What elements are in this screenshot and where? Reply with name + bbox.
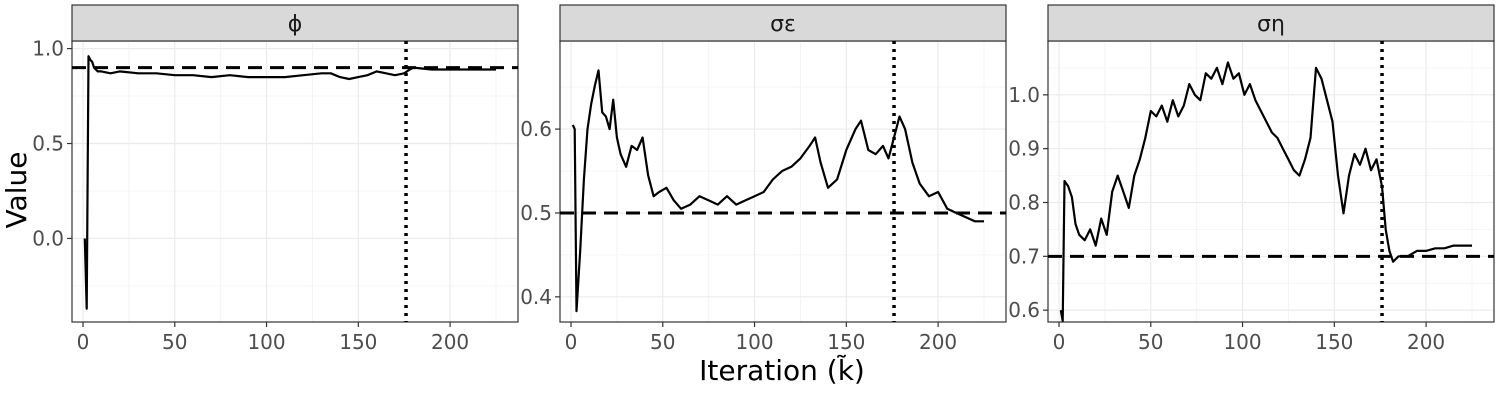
facet-strip-label: ϕ (288, 12, 303, 37)
y-tick-label: 0.5 (32, 132, 64, 156)
y-tick-label: 0.5 (520, 201, 552, 225)
y-axis-title: Value (0, 152, 33, 229)
y-tick-label: 0.0 (32, 226, 64, 250)
y-tick-label: 0.9 (1008, 137, 1040, 161)
facet-strip (71, 4, 519, 42)
x-tick-label: 0 (1053, 330, 1066, 354)
series-line (83, 55, 496, 310)
panel-border (71, 40, 519, 323)
panels: ϕ 0 50 100 150 200 0.0 0.5 1.0 σε 0 50 100 150 200 0.4 0… (32, 4, 1495, 354)
y-tick-label: 0.6 (1008, 298, 1040, 322)
panel-border (559, 40, 1007, 323)
x-tick-label: 150 (339, 330, 377, 354)
y-tick-label: 1.0 (1008, 83, 1040, 107)
x-tick-label: 50 (650, 330, 675, 354)
x-axis-title: Iteration (k̃) (699, 354, 865, 387)
y-tick-label: 0.8 (1008, 190, 1040, 214)
panel-3: ση 0 50 100 150 200 0.6 0.7 0.8 0.9 1.0 (1008, 4, 1495, 354)
y-tick-label: 1.0 (32, 37, 64, 61)
x-tick-label: 100 (735, 330, 773, 354)
series-line (1059, 61, 1472, 322)
x-tick-label: 0 (565, 330, 578, 354)
x-tick-label: 200 (1407, 330, 1445, 354)
series-line (571, 69, 984, 313)
x-tick-label: 200 (431, 330, 469, 354)
facet-strip-label: ση (1257, 12, 1285, 37)
x-tick-label: 200 (919, 330, 957, 354)
y-tick-label: 0.7 (1008, 244, 1040, 268)
y-tick-label: 0.6 (520, 117, 552, 141)
x-tick-label: 150 (1315, 330, 1353, 354)
facet-strip (559, 4, 1007, 42)
data-layer (72, 41, 518, 322)
panel-2: σε 0 50 100 150 200 0.4 0.5 0.6 (520, 4, 1007, 354)
y-tick-label: 0.4 (520, 285, 552, 309)
x-tick-label: 50 (162, 330, 187, 354)
x-tick-label: 100 (247, 330, 285, 354)
facet-strip-label: σε (770, 12, 796, 37)
x-tick-label: 50 (1138, 330, 1163, 354)
data-layer (560, 41, 1006, 322)
data-layer (1048, 41, 1494, 322)
x-tick-label: 100 (1223, 330, 1261, 354)
panel-1: ϕ 0 50 100 150 200 0.0 0.5 1.0 (32, 4, 519, 354)
x-tick-label: 0 (77, 330, 90, 354)
facet-strip (1047, 4, 1495, 42)
x-tick-label: 150 (827, 330, 865, 354)
